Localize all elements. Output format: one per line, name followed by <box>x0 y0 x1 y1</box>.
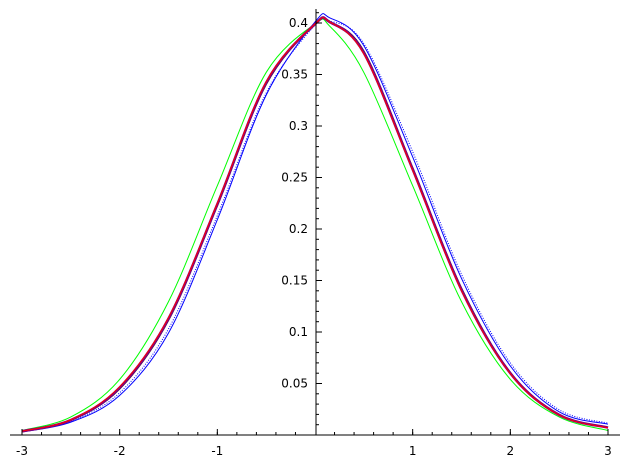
x-tick-label: -1 <box>211 444 223 458</box>
y-tick-label: 0.2 <box>289 222 308 236</box>
series-line-3 <box>21 16 609 432</box>
axes-layer: -3 -2 -1 1 2 3 0.05 0.1 0.15 0.2 0.25 0.3 0.35 0.4 <box>10 9 620 458</box>
y-tick-label: 0.3 <box>289 119 308 133</box>
series-line-6 <box>21 16 609 432</box>
series-line-2 <box>21 13 609 433</box>
y-tick-label: 0.35 <box>281 68 308 82</box>
series-line-5 <box>21 16 609 433</box>
x-tick-label: -3 <box>16 444 28 458</box>
y-tick-label: 0.4 <box>289 16 308 30</box>
curves-layer <box>21 13 609 433</box>
x-tick-label: -2 <box>114 444 126 458</box>
y-tick-label: 0.15 <box>281 274 308 288</box>
y-tick-label: 0.25 <box>281 171 308 185</box>
x-tick-label: 3 <box>604 444 612 458</box>
y-tick-label: 0.05 <box>281 377 308 391</box>
x-tick-label: 1 <box>409 444 417 458</box>
series-line-4 <box>21 16 609 432</box>
series-line-1 <box>21 18 609 431</box>
y-tick-label: 0.1 <box>289 325 308 339</box>
x-tick-label: 2 <box>507 444 515 458</box>
